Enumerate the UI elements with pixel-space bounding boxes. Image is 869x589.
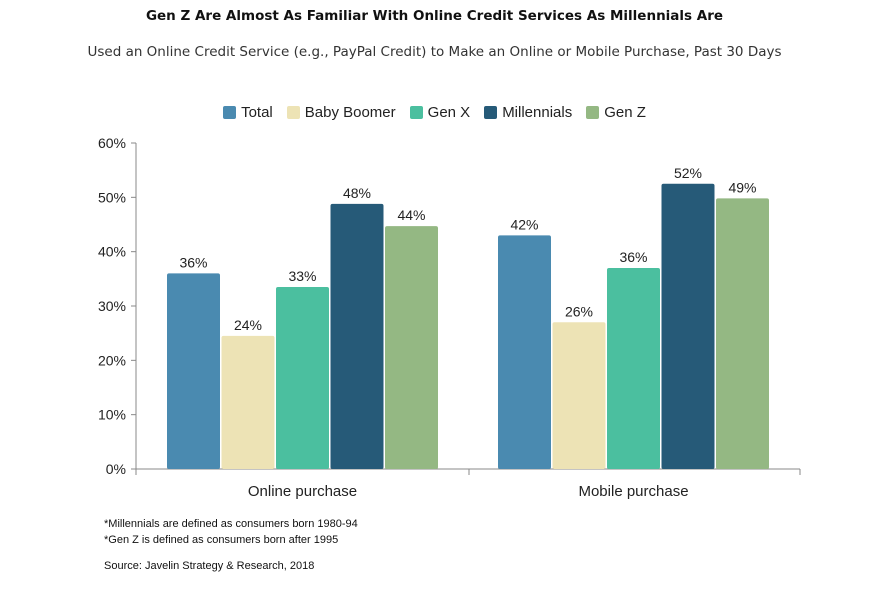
legend-label: Total bbox=[241, 104, 273, 121]
chart-title: Gen Z Are Almost As Familiar With Online… bbox=[145, 8, 724, 24]
legend-item-baby-boomer: Baby Boomer bbox=[286, 104, 396, 121]
data-label: 36% bbox=[179, 254, 207, 270]
legend-item-millennials: Millennials bbox=[484, 104, 572, 121]
legend-item-gen-x: Gen X bbox=[409, 104, 471, 121]
data-label: 49% bbox=[728, 179, 756, 195]
legend-swatch bbox=[586, 106, 600, 119]
legend-swatch bbox=[484, 106, 498, 119]
y-tick-label: 30% bbox=[98, 298, 126, 314]
data-label: 48% bbox=[343, 185, 371, 201]
legend-swatch bbox=[409, 106, 423, 119]
data-label: 33% bbox=[288, 268, 316, 284]
legend-item-total: Total bbox=[223, 104, 273, 121]
y-tick-label: 10% bbox=[98, 407, 126, 423]
y-tick-label: 50% bbox=[98, 189, 126, 205]
footnote-gen-z: *Gen Z is defined as consumers born afte… bbox=[104, 534, 339, 546]
y-tick-label: 0% bbox=[106, 461, 126, 477]
chart-subtitle: Used an Online Credit Service (e.g., Pay… bbox=[87, 44, 782, 60]
source-note: Source: Javelin Strategy & Research, 201… bbox=[104, 560, 315, 572]
legend-label: Baby Boomer bbox=[304, 104, 396, 121]
y-tick-label: 60% bbox=[98, 135, 126, 151]
data-label: 36% bbox=[619, 249, 647, 265]
bar-baby-boomer-0 bbox=[221, 335, 275, 469]
x-category-label: Mobile purchase bbox=[578, 483, 688, 500]
y-tick-label: 20% bbox=[98, 352, 126, 368]
legend-swatch bbox=[286, 106, 300, 119]
legend-swatch bbox=[223, 106, 237, 119]
bar-millennials-0 bbox=[330, 203, 384, 469]
legend-item-gen-z: Gen Z bbox=[586, 104, 646, 121]
legend-label: Gen Z bbox=[604, 104, 646, 121]
data-label: 26% bbox=[565, 303, 593, 319]
bar-gen-x-0 bbox=[276, 286, 329, 469]
bar-gen-x-1 bbox=[607, 267, 660, 469]
bar-total-1 bbox=[498, 235, 551, 469]
data-label: 44% bbox=[397, 207, 425, 223]
bar-millennials-1 bbox=[661, 183, 715, 469]
bar-gen-z-0 bbox=[385, 226, 438, 469]
legend-label: Millennials bbox=[502, 104, 573, 121]
bar-gen-z-1 bbox=[716, 198, 769, 470]
x-category-label: Online purchase bbox=[248, 483, 357, 500]
legend-label: Gen X bbox=[427, 104, 471, 121]
bar-total-0 bbox=[167, 273, 220, 469]
data-label: 42% bbox=[510, 216, 538, 232]
footnote-millennials: *Millennials are defined as consumers bo… bbox=[104, 518, 358, 530]
chart-legend: Total Baby Boomer Gen X Millennials Gen Z bbox=[0, 104, 869, 121]
data-label: 24% bbox=[234, 317, 262, 333]
data-label: 52% bbox=[674, 165, 702, 181]
y-tick-label: 40% bbox=[98, 244, 126, 260]
bar-baby-boomer-1 bbox=[552, 322, 606, 469]
